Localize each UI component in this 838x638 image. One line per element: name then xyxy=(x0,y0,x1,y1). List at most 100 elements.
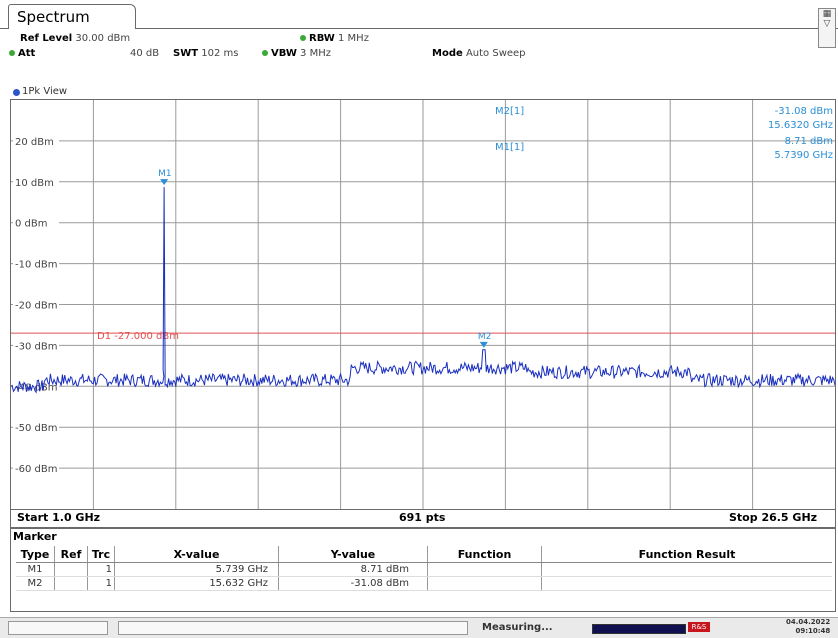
marker-readout-name: M2[1] xyxy=(495,106,524,117)
grid xyxy=(11,100,835,509)
view-label-text: 1Pk View xyxy=(22,86,68,97)
rbw-label: RBW xyxy=(309,33,335,44)
marker-readouts: M2[1] -31.08 dBm 15.6320 GHz M1[1] 8.71 dBm 5… xyxy=(495,106,833,161)
col-ref: Ref xyxy=(54,546,88,563)
y-tick-label: 10 dBm xyxy=(15,178,54,189)
y-tick-label-bg xyxy=(13,461,59,475)
status-field-1 xyxy=(8,621,108,635)
menu-icon[interactable]: ▦ ▽ xyxy=(818,8,836,48)
view-indicator-icon xyxy=(13,89,20,96)
rbw-indicator-icon xyxy=(300,35,306,41)
date-time: 04.04.2022 09:10:48 xyxy=(786,618,830,636)
att-label: Att xyxy=(18,48,36,59)
start-frequency: Start 1.0 GHz xyxy=(17,511,101,524)
y-tick-label-bg xyxy=(13,338,59,352)
y-tick-label-bg xyxy=(13,256,59,270)
y-tick-label: 0 dBm xyxy=(15,219,48,230)
tab-divider-gap xyxy=(9,28,135,29)
marker-panel xyxy=(10,528,836,612)
vbw-setting: VBW 3 MHz xyxy=(262,48,331,59)
table-row[interactable]: M2 1 15.632 GHz -31.08 dBm xyxy=(16,576,832,591)
swt-value: 102 ms xyxy=(201,48,239,59)
frequency-footer: Start 1.0 GHz 691 pts Stop 26.5 GHz xyxy=(10,509,836,528)
y-tick-label-bg xyxy=(13,215,59,229)
marker-readout-value: 8.71 dBm xyxy=(785,136,833,147)
status-time: 09:10:48 xyxy=(795,627,831,635)
sweep-points: 691 pts xyxy=(399,511,446,524)
vbw-indicator-icon xyxy=(262,50,268,56)
cell-ref xyxy=(54,576,88,591)
marker-readout-name: M1[1] xyxy=(495,142,524,153)
ref-level-setting: Ref Level 30.00 dBm xyxy=(20,33,130,44)
vbw-label: VBW xyxy=(271,48,297,59)
marker-table: Type Ref Trc X-value Y-value Function Fu… xyxy=(16,546,832,591)
mode-value: Auto Sweep xyxy=(465,48,526,59)
col-function: Function xyxy=(427,546,542,563)
col-function-result: Function Result xyxy=(541,546,832,563)
att-value: 40 dB xyxy=(130,48,160,59)
trace-1 xyxy=(11,187,835,394)
y-tick-label-bg xyxy=(13,297,59,311)
y-tick-label-bg xyxy=(13,133,59,147)
col-type: Type xyxy=(16,546,55,563)
marker-tag: M2 xyxy=(478,332,492,342)
mode-setting: Mode Auto Sweep xyxy=(432,48,526,59)
att-indicator-icon xyxy=(9,50,15,56)
tab-spectrum[interactable]: Spectrum xyxy=(8,4,136,28)
markers: M1 M2 xyxy=(158,169,491,348)
cell-type: M1 xyxy=(16,562,55,577)
y-tick-label: -20 dBm xyxy=(15,301,57,312)
cell-trc: 1 xyxy=(87,562,115,577)
marker-triangle-icon xyxy=(479,341,488,348)
view-label: 1Pk View xyxy=(12,86,67,97)
y-tick-label: -50 dBm xyxy=(15,423,57,434)
stop-frequency: Stop 26.5 GHz xyxy=(729,511,818,524)
marker-tag: M1 xyxy=(158,169,172,179)
cell-type: M2 xyxy=(16,576,55,591)
cell-y-value: -31.08 dBm xyxy=(278,576,428,591)
marker-readout-frequency: 5.7390 GHz xyxy=(774,150,833,161)
ref-level-value: 30.00 dBm xyxy=(75,33,131,44)
y-tick-label: 20 dBm xyxy=(15,137,54,148)
rbw-setting: RBW 1 MHz xyxy=(300,33,369,44)
swt-label: SWT xyxy=(173,48,199,59)
cell-ref xyxy=(54,562,88,577)
vbw-value: 3 MHz xyxy=(300,48,331,59)
cell-y-value: 8.71 dBm xyxy=(278,562,428,577)
cell-trc: 1 xyxy=(87,576,115,591)
mode-label: Mode xyxy=(432,48,463,59)
y-tick-label: -10 dBm xyxy=(15,260,57,271)
swt-setting: SWT 102 ms xyxy=(173,48,238,59)
y-tick-label-bg xyxy=(13,174,59,188)
cell-function-result xyxy=(541,562,832,577)
col-x-value: X-value xyxy=(114,546,279,563)
y-tick-label: -60 dBm xyxy=(15,464,57,475)
cell-function xyxy=(427,562,542,577)
tab-divider xyxy=(0,28,838,29)
status-bar xyxy=(0,617,838,638)
rbw-value: 1 MHz xyxy=(338,33,369,44)
col-y-value: Y-value xyxy=(278,546,428,563)
ref-level-label: Ref Level xyxy=(20,33,73,44)
marker-readout-frequency: 15.6320 GHz xyxy=(768,120,833,131)
table-row[interactable]: M1 1 5.739 GHz 8.71 dBm xyxy=(16,562,832,577)
col-trc: Trc xyxy=(87,546,115,563)
marker-panel-title: Marker xyxy=(13,530,57,543)
cell-x-value: 5.739 GHz xyxy=(114,562,279,577)
cell-function xyxy=(427,576,542,591)
display-line-label: D1 -27.000 dBm xyxy=(97,331,179,342)
marker-triangle-icon xyxy=(160,179,169,186)
rs-logo-icon: R&S xyxy=(688,622,710,632)
att-setting: Att xyxy=(9,48,35,59)
y-tick-label: -30 dBm xyxy=(15,341,57,352)
status-field-2 xyxy=(118,621,468,635)
marker-table-header: Type Ref Trc X-value Y-value Function Fu… xyxy=(16,546,832,563)
y-tick-label-bg xyxy=(13,420,59,434)
spectrum-plot[interactable]: 20 dBm 10 dBm 0 dBm -10 dBm -20 dBm -30 dBm -4… xyxy=(10,99,836,510)
measuring-status: Measuring... xyxy=(482,622,553,633)
cell-x-value: 15.632 GHz xyxy=(114,576,279,591)
marker-readout-value: -31.08 dBm xyxy=(775,106,833,117)
cell-function-result xyxy=(541,576,832,591)
